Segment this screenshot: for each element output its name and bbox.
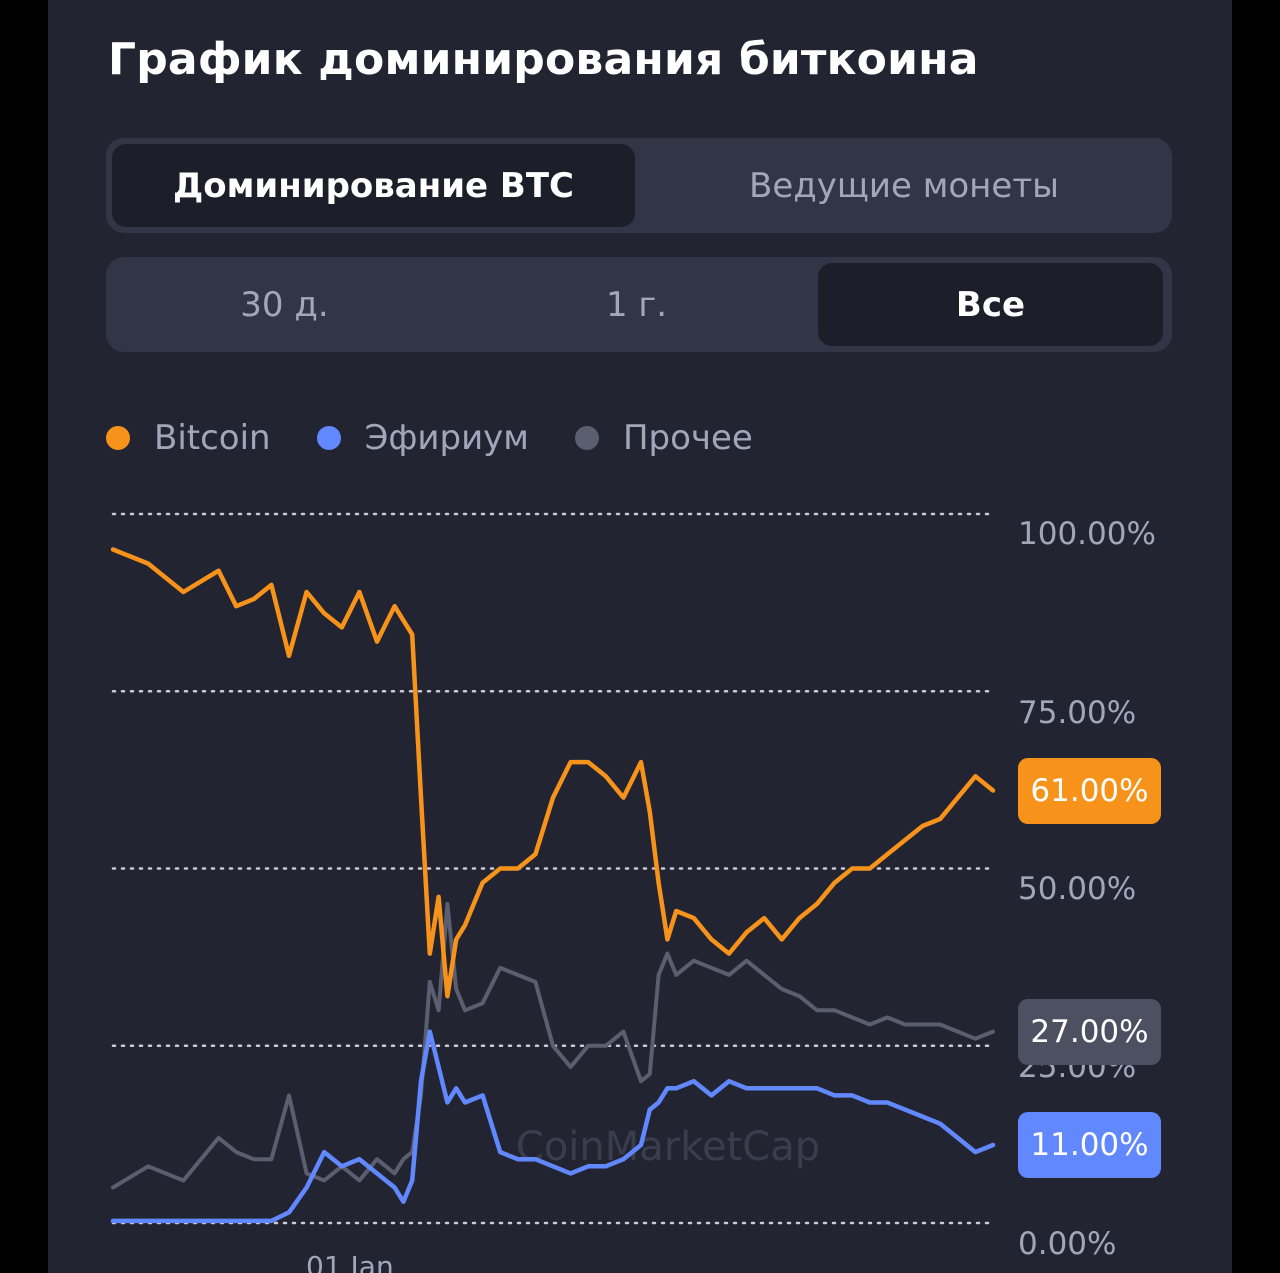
coinmarketcap-watermark: CoinMarketCap [516, 1124, 820, 1170]
ethereum-current-value-badge: 11.00% [1018, 1112, 1161, 1178]
chart-series-lines [110, 547, 996, 1224]
legend-label-bitcoin: Bitcoin [154, 418, 271, 458]
y-tick-75: 75.00% [1018, 695, 1137, 731]
bitcoin-legend-dot-icon [106, 426, 130, 450]
chart-tab-switcher: Доминирование BTC Ведущие монеты [106, 138, 1172, 233]
y-tick-100: 100.00% [1018, 516, 1156, 552]
ethereum-legend-dot-icon [316, 426, 341, 450]
other-legend-dot-icon [574, 426, 599, 450]
series-line-bitcoin [110, 547, 996, 999]
legend-label-ethereum: Эфириум [364, 418, 529, 458]
bitcoin-current-value-badge: 61.00% [1018, 758, 1161, 824]
range-30d[interactable]: 30 д. [240, 284, 329, 325]
chart-legend: Bitcoin Эфириум Прочее [106, 412, 799, 464]
series-line-other [111, 901, 995, 1190]
range-1y[interactable]: 1 г. [605, 284, 668, 325]
legend-bitcoin[interactable]: Bitcoin [106, 418, 271, 458]
x-tick-label: 01 Jan [306, 1250, 394, 1273]
legend-other[interactable]: Прочее [574, 418, 753, 458]
tab-btc-dominance[interactable]: Доминирование BTC [112, 144, 635, 227]
range-all[interactable]: Все [818, 263, 1163, 346]
dominance-card: График доминирования биткоина Доминирова… [48, 0, 1232, 1273]
tab-top-coins[interactable]: Ведущие монеты [749, 165, 1059, 206]
page-title: График доминирования биткоина [108, 34, 979, 85]
other-current-value-badge: 27.00% [1018, 999, 1161, 1065]
y-tick-50: 50.00% [1018, 871, 1137, 907]
y-tick-0: 0.00% [1018, 1226, 1117, 1262]
legend-label-other: Прочее [622, 418, 753, 458]
dominance-line-chart[interactable]: CoinMarketCap [48, 480, 1232, 1273]
series-line-ethereum [110, 1029, 996, 1224]
time-range-switcher: 30 д. 1 г. Все [106, 257, 1172, 352]
legend-ethereum[interactable]: Эфириум [316, 418, 529, 458]
